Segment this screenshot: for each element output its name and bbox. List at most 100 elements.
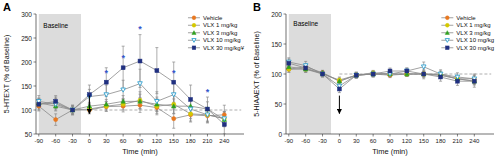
- x-tick: [106, 134, 107, 137]
- error-bar: [71, 105, 74, 115]
- data-point: [371, 72, 375, 76]
- error-bar: [139, 35, 142, 88]
- x-tick-label: 120: [402, 138, 413, 144]
- annotation: Baseline: [43, 22, 68, 29]
- legend-marker: [192, 23, 196, 27]
- data-point: [422, 72, 426, 76]
- y-axis-label: 5-HIAAEXT (% of Baseline): [253, 31, 261, 116]
- error-bar: [71, 105, 74, 115]
- x-tick: [474, 134, 475, 137]
- data-point: [189, 97, 193, 101]
- x-tick: [440, 134, 441, 137]
- legend-marker: [445, 39, 449, 43]
- data-point: [222, 122, 226, 126]
- x-tick-label: -90: [284, 138, 293, 144]
- error-bar: [122, 46, 125, 89]
- error-bar: [422, 69, 425, 79]
- legend: VehicleVLX 1 mg/kgVLX 3 mg/kgVLX 10 mg/k…: [441, 15, 494, 51]
- series-line: [39, 101, 225, 119]
- data-point: [205, 114, 209, 118]
- data-point: [37, 102, 41, 106]
- error-bar: [189, 85, 192, 114]
- x-tick-label: 180: [186, 138, 197, 144]
- data-point: [337, 87, 341, 91]
- error-bar: [355, 73, 358, 78]
- error-bar: [439, 73, 442, 81]
- error-bar: [422, 71, 425, 77]
- data-point: [371, 72, 376, 76]
- data-point: [421, 65, 426, 69]
- error-bar: [321, 70, 324, 75]
- error-bar: [422, 71, 425, 77]
- x-tick-label: 60: [370, 138, 377, 144]
- legend-marker: [192, 39, 196, 43]
- y-tick-label: 0: [278, 131, 282, 138]
- data-point: [421, 72, 426, 76]
- data-point: [155, 100, 160, 104]
- error-bar: [105, 102, 108, 112]
- data-point: [371, 72, 375, 76]
- error-bar: [54, 114, 57, 126]
- error-bar: [155, 48, 158, 94]
- data-point: [188, 107, 193, 111]
- data-point: [104, 102, 109, 106]
- series-line: [39, 84, 225, 119]
- x-tick: [457, 134, 458, 137]
- data-point: [320, 72, 325, 76]
- error-bar: [321, 71, 324, 77]
- data-point: [472, 79, 476, 83]
- data-point: [405, 69, 409, 73]
- data-point: [138, 99, 143, 103]
- legend-label: Vehicle: [203, 15, 223, 21]
- error-bar: [37, 99, 40, 109]
- x-tick-label: 30: [353, 138, 360, 144]
- legend-label: VLX 3 mg/kg: [203, 30, 237, 36]
- x-tick-label: 180: [436, 138, 447, 144]
- x-tick: [356, 134, 357, 137]
- x-tick: [207, 134, 208, 137]
- data-point: [222, 113, 226, 117]
- legend-marker: [445, 16, 449, 20]
- error-bar: [155, 97, 158, 111]
- error-bar: [372, 72, 375, 77]
- data-point: [171, 104, 176, 108]
- x-tick: [305, 134, 306, 137]
- y-tick: [34, 62, 37, 63]
- legend-marker: [445, 23, 449, 27]
- legend-label: VLX 1 mg/kg: [456, 22, 490, 28]
- error-bar: [304, 66, 307, 72]
- annotation: *: [138, 24, 142, 34]
- error-bar: [389, 73, 392, 78]
- y-tick-label: 200: [271, 11, 282, 18]
- error-bar: [355, 73, 358, 78]
- legend: VehicleVLX 1 mg/kgVLX 3 mg/kgVLX 10 mg/k…: [188, 15, 245, 51]
- data-point: [70, 108, 75, 112]
- y-tick: [34, 134, 37, 135]
- x-tick-label: 240: [469, 138, 480, 144]
- data-point: [472, 79, 477, 83]
- baseline-region: [39, 14, 81, 134]
- error-bar: [439, 72, 442, 78]
- legend-label: VLX 30 mg/kg¥: [203, 45, 245, 51]
- panel-title: B: [253, 1, 261, 13]
- error-bar: [105, 101, 108, 111]
- x-tick-label: -90: [34, 138, 43, 144]
- error-bar: [206, 97, 209, 121]
- data-point: [71, 108, 75, 112]
- data-point: [422, 72, 426, 76]
- error-bar: [71, 106, 74, 114]
- baseline-region: [289, 14, 331, 134]
- error-bar: [304, 64, 307, 70]
- data-point: [354, 73, 358, 77]
- error-bar: [422, 71, 425, 77]
- data-point: [304, 66, 308, 70]
- annotation: *: [172, 68, 176, 78]
- data-point: [104, 93, 109, 97]
- x-tick-label: 150: [419, 138, 430, 144]
- data-point: [371, 72, 376, 76]
- y-tick: [284, 44, 287, 45]
- x-tick: [55, 134, 56, 137]
- error-bar: [304, 64, 307, 72]
- y-tick: [284, 134, 287, 135]
- data-point: [54, 99, 58, 103]
